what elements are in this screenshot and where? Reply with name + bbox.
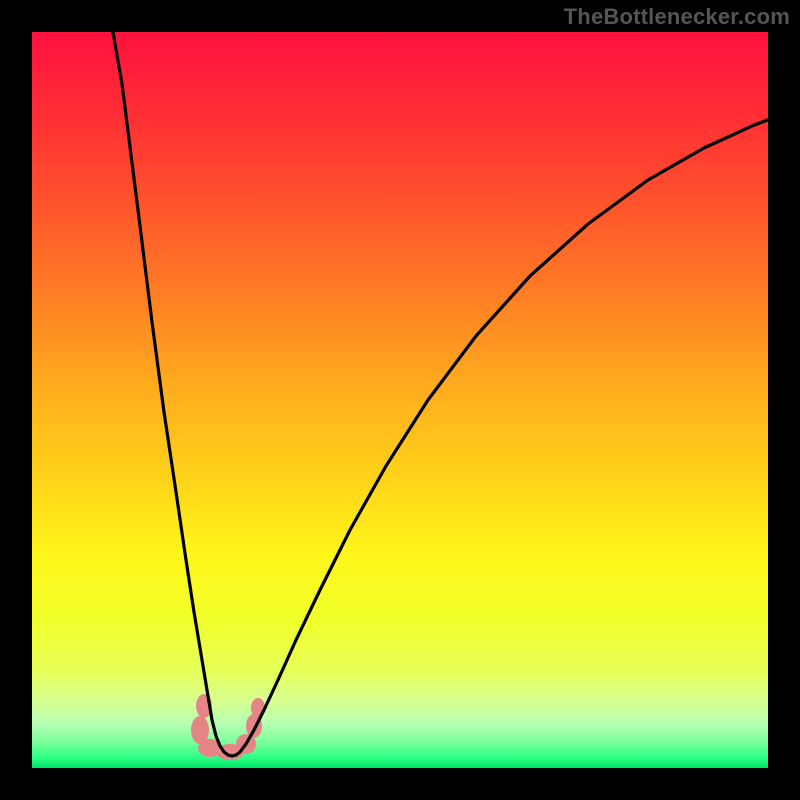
plot-area <box>32 32 768 768</box>
plot-svg <box>32 32 768 768</box>
gradient-background <box>32 32 768 768</box>
watermark-text: TheBottlenecker.com <box>564 4 790 30</box>
chart-stage: TheBottlenecker.com <box>0 0 800 800</box>
